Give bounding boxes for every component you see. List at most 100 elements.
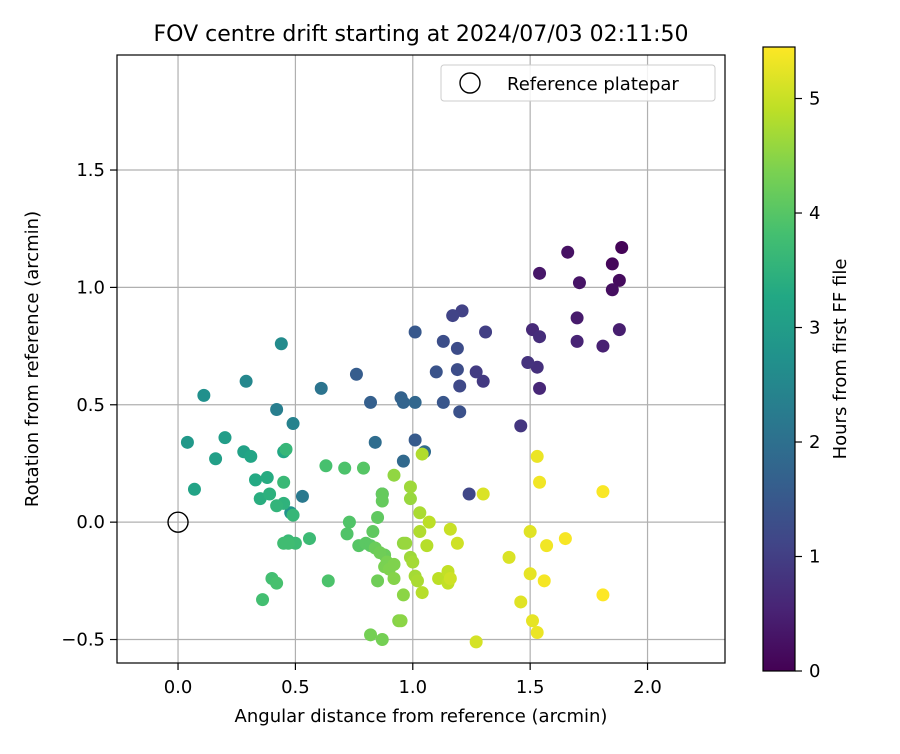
data-point <box>260 471 274 485</box>
data-point <box>286 508 300 522</box>
data-point <box>526 614 540 628</box>
x-tick-label: 0.5 <box>281 677 310 698</box>
data-point <box>436 334 450 348</box>
colorbar-gradient <box>763 47 795 671</box>
data-point <box>209 452 223 466</box>
data-point <box>371 510 385 524</box>
data-point <box>364 395 378 409</box>
data-point <box>533 330 547 344</box>
data-point <box>533 475 547 489</box>
data-point <box>263 487 277 501</box>
data-point <box>443 522 457 536</box>
colorbar-ticks: 0 1 2 3 4 5 <box>795 89 820 682</box>
data-point <box>572 276 586 290</box>
grid-lines <box>117 55 725 663</box>
colorbar-tick-label: 4 <box>809 203 820 224</box>
data-point <box>429 365 443 379</box>
data-point <box>605 257 619 271</box>
data-point <box>375 494 389 508</box>
y-tick-label: 0.0 <box>76 512 105 533</box>
data-point <box>387 557 401 571</box>
data-point <box>530 625 544 639</box>
colorbar-tick-label: 1 <box>809 547 820 568</box>
data-point <box>570 334 584 348</box>
data-point <box>387 571 401 585</box>
data-point <box>180 435 194 449</box>
data-point <box>530 449 544 463</box>
data-point <box>533 266 547 280</box>
data-point <box>279 442 293 456</box>
data-point <box>533 381 547 395</box>
data-point <box>612 273 626 287</box>
data-point <box>420 539 434 553</box>
colorbar-tick-label: 3 <box>809 318 820 339</box>
data-point <box>558 532 572 546</box>
y-tick-label: 1.0 <box>76 277 105 298</box>
data-point <box>476 487 490 501</box>
data-point <box>537 574 551 588</box>
colorbar-tick-label: 5 <box>809 89 820 110</box>
data-point <box>514 419 528 433</box>
data-point <box>450 536 464 550</box>
reference-platepar-marker <box>167 511 189 533</box>
data-point <box>436 395 450 409</box>
data-point <box>270 499 284 513</box>
data-point <box>218 431 232 445</box>
data-point <box>286 417 300 431</box>
y-axis-ticks: −0.5 0.0 0.5 1.0 1.5 <box>61 160 117 651</box>
data-point <box>476 374 490 388</box>
data-point <box>314 381 328 395</box>
colorbar: 0 1 2 3 4 5 Hours from first FF file <box>762 46 851 682</box>
data-point <box>270 402 284 416</box>
data-point <box>469 635 483 649</box>
y-tick-label: 0.5 <box>76 395 105 416</box>
chart-title: FOV centre drift starting at 2024/07/03 … <box>154 22 689 47</box>
data-point <box>413 506 427 520</box>
colorbar-label: Hours from first FF file <box>830 259 851 460</box>
data-point <box>366 525 380 539</box>
data-point <box>399 536 413 550</box>
data-point <box>596 485 610 499</box>
data-point <box>410 574 424 588</box>
data-point <box>249 473 263 487</box>
data-point <box>408 325 422 339</box>
legend: Reference platepar <box>440 64 716 102</box>
data-point <box>570 311 584 325</box>
data-point <box>406 555 420 569</box>
data-point <box>596 339 610 353</box>
data-point <box>270 576 284 590</box>
data-point <box>295 489 309 503</box>
data-point <box>403 480 417 494</box>
data-point <box>453 379 467 393</box>
x-tick-label: 0.0 <box>164 677 193 698</box>
data-point <box>514 595 528 609</box>
data-point <box>373 546 387 560</box>
x-tick-label: 1.0 <box>398 677 427 698</box>
data-point <box>462 487 476 501</box>
data-point <box>596 588 610 602</box>
data-point <box>394 614 408 628</box>
data-point <box>256 593 270 607</box>
data-point <box>274 337 288 351</box>
colorbar-frame <box>762 46 796 672</box>
x-tick-label: 1.5 <box>516 677 545 698</box>
data-point <box>371 574 385 588</box>
data-point <box>615 240 629 254</box>
data-point <box>338 461 352 475</box>
data-point <box>408 395 422 409</box>
data-point <box>277 475 291 489</box>
data-point <box>479 325 493 339</box>
data-point <box>521 356 535 370</box>
data-point <box>239 374 253 388</box>
x-axis-label: Angular distance from reference (arcmin) <box>235 706 608 727</box>
data-point <box>368 435 382 449</box>
data-point <box>408 433 422 447</box>
data-points <box>167 240 629 649</box>
data-point <box>364 628 378 642</box>
data-point <box>375 633 389 647</box>
data-point <box>469 365 483 379</box>
data-point <box>540 539 554 553</box>
data-point <box>321 574 335 588</box>
data-point <box>443 571 457 585</box>
